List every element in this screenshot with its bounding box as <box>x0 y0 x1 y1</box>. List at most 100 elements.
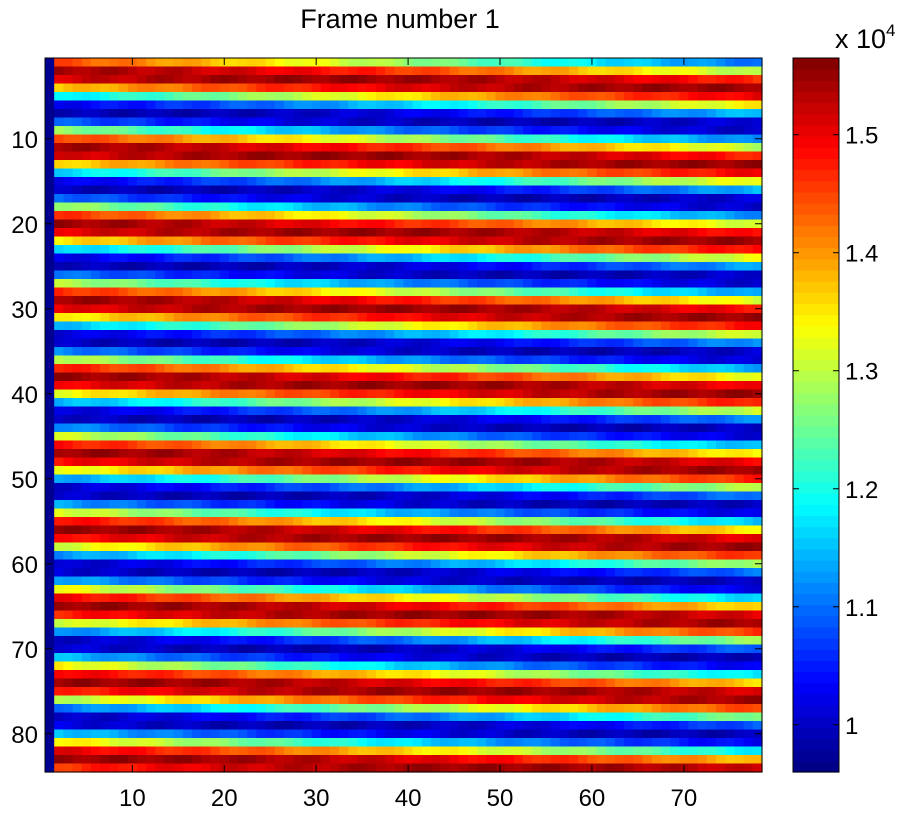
heatmap-cell <box>375 330 386 340</box>
heatmap-cell <box>127 568 138 578</box>
heatmap-cell <box>284 160 294 170</box>
heatmap-cell <box>72 253 83 263</box>
heatmap-cell <box>449 126 460 136</box>
heatmap-cell <box>173 75 184 85</box>
heatmap-cell <box>274 474 285 484</box>
heatmap-cell <box>90 185 101 195</box>
heatmap-cell <box>477 66 487 76</box>
heatmap-cell <box>660 415 671 425</box>
heatmap-cell <box>679 262 690 272</box>
heatmap-cell <box>614 160 625 170</box>
heatmap-cell <box>523 474 533 484</box>
heatmap-cell <box>633 287 644 297</box>
heatmap-cell <box>743 576 754 586</box>
heatmap-cell <box>118 364 129 374</box>
heatmap-cell <box>146 245 156 255</box>
heatmap-cell <box>624 551 634 561</box>
heatmap-cell <box>587 100 598 110</box>
heatmap-cell <box>72 194 83 204</box>
heatmap-cell <box>63 219 74 229</box>
heatmap-cell <box>578 75 588 85</box>
heatmap-cell <box>633 568 644 578</box>
heatmap-cell <box>550 92 561 102</box>
heatmap-cell <box>302 160 313 170</box>
heatmap-cell <box>219 449 230 459</box>
heatmap-cell <box>596 517 607 527</box>
heatmap-cell <box>366 525 377 535</box>
heatmap-cell <box>302 381 313 391</box>
heatmap-cell <box>118 126 129 136</box>
heatmap-cell <box>578 245 588 255</box>
heatmap-cell <box>486 338 497 348</box>
heatmap-cell <box>293 92 303 102</box>
heatmap-cell <box>394 474 405 484</box>
heatmap-cell <box>440 143 451 153</box>
heatmap-cell <box>412 75 423 85</box>
heatmap-cell <box>164 330 175 340</box>
heatmap-cell <box>495 355 506 365</box>
heatmap-cell <box>72 534 83 544</box>
heatmap-cell <box>366 58 377 68</box>
heatmap-cell <box>210 296 221 306</box>
heatmap-cell <box>256 279 267 289</box>
heatmap-cell <box>210 415 221 425</box>
heatmap-cell <box>247 168 258 178</box>
heatmap-cell <box>532 593 542 603</box>
heatmap-cell <box>486 321 497 331</box>
heatmap-cell <box>403 398 414 408</box>
heatmap-cell <box>467 398 478 408</box>
heatmap-cell <box>127 406 138 416</box>
heatmap-cell <box>651 287 662 297</box>
heatmap-cell <box>513 219 524 229</box>
heatmap-cell <box>568 585 579 595</box>
heatmap-cell <box>210 185 221 195</box>
heatmap-cell <box>118 440 129 450</box>
heatmap-cell <box>513 270 524 280</box>
heatmap-cell <box>247 576 258 586</box>
heatmap-cell <box>385 168 395 178</box>
heatmap-cell <box>412 568 423 578</box>
heatmap-cell <box>90 109 101 119</box>
heatmap-cell <box>412 355 423 365</box>
heatmap-cell <box>127 423 138 433</box>
heatmap-cell <box>605 245 616 255</box>
heatmap-cell <box>228 500 239 510</box>
heatmap-cell <box>100 364 110 374</box>
heatmap-cell <box>366 585 377 595</box>
heatmap-cell <box>210 381 221 391</box>
heatmap-cell <box>293 525 303 535</box>
heatmap-cell <box>109 347 120 357</box>
heatmap-cell <box>541 228 552 238</box>
heatmap-cell <box>274 236 285 246</box>
heatmap-cell <box>219 415 230 425</box>
heatmap-cell <box>559 389 570 399</box>
heatmap-cell <box>504 568 515 578</box>
heatmap-cell <box>486 372 497 382</box>
heatmap-cell <box>182 126 193 136</box>
heatmap-cell <box>477 457 487 467</box>
heatmap-cell <box>284 372 294 382</box>
heatmap-cell <box>706 347 717 357</box>
heatmap-cell <box>670 593 680 603</box>
heatmap-cell <box>357 236 368 246</box>
heatmap-cell <box>670 287 680 297</box>
heatmap-cell <box>477 398 487 408</box>
heatmap-cell <box>339 75 349 85</box>
heatmap-cell <box>100 432 110 442</box>
heatmap-cell <box>642 347 653 357</box>
heatmap-cell <box>633 372 644 382</box>
heatmap-cell <box>412 270 423 280</box>
heatmap-cell <box>679 381 690 391</box>
heatmap-cell <box>45 296 55 306</box>
heatmap-cell <box>366 228 377 238</box>
heatmap-cell <box>504 202 515 212</box>
heatmap-cell <box>605 517 616 527</box>
heatmap-cell <box>660 423 671 433</box>
heatmap-cell <box>486 381 497 391</box>
heatmap-cell <box>90 423 101 433</box>
heatmap-cell <box>329 287 340 297</box>
heatmap-cell <box>679 313 690 323</box>
heatmap-cell <box>72 406 83 416</box>
heatmap-cell <box>136 58 147 68</box>
heatmap-cell <box>284 185 294 195</box>
